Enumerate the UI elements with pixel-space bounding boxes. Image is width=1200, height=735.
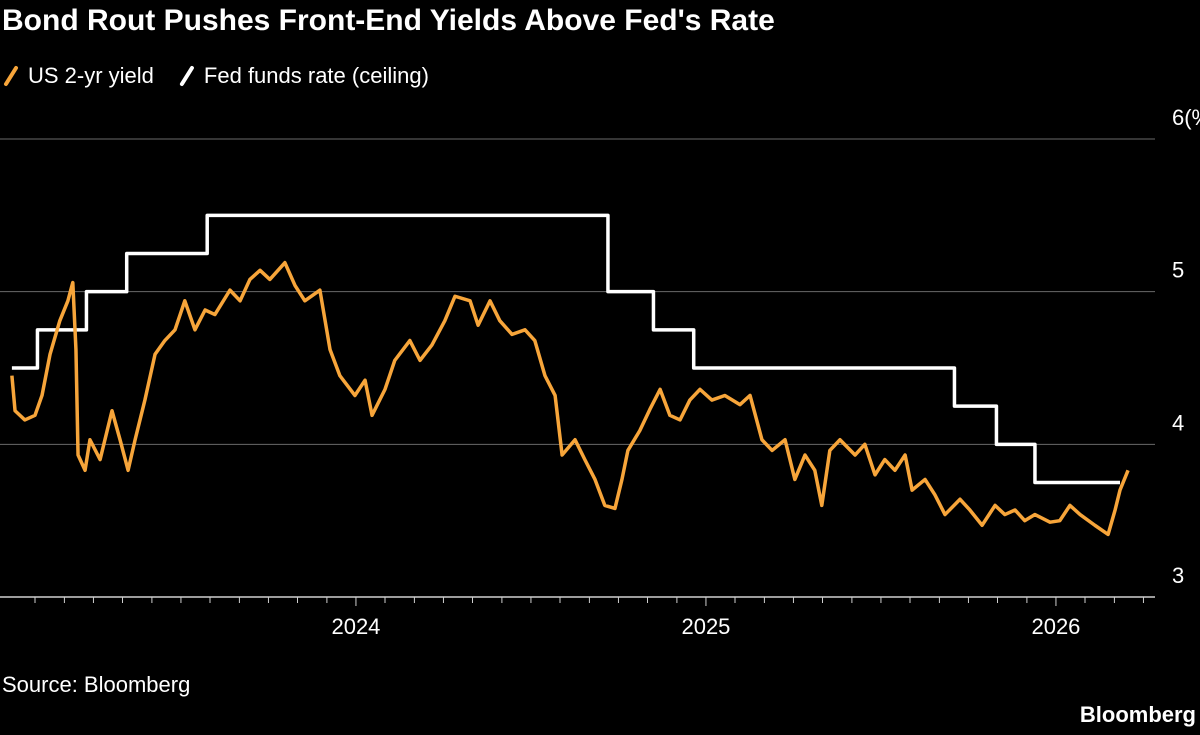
brand: Bloomberg: [1080, 702, 1196, 727]
x-tick-label: 2026: [1031, 614, 1080, 639]
legend-swatch: [179, 66, 194, 86]
chart-title: Bond Rout Pushes Front-End Yields Above …: [2, 4, 775, 37]
y-tick-label: 3: [1172, 563, 1184, 588]
series-line: [10, 260, 1130, 537]
legend-swatch: [4, 66, 18, 86]
legend-label: Fed funds rate (ceiling): [204, 63, 429, 88]
y-tick-label: 4: [1172, 410, 1184, 435]
series-line: [11, 213, 1120, 485]
x-tick-label: 2024: [331, 614, 380, 639]
source-note: Source: Bloomberg: [2, 672, 190, 697]
x-tick-label: 2025: [681, 614, 730, 639]
legend-label: US 2-yr yield: [28, 63, 154, 88]
y-tick-label: 5: [1172, 258, 1184, 283]
y-tick-label: 6(%): [1172, 105, 1200, 130]
